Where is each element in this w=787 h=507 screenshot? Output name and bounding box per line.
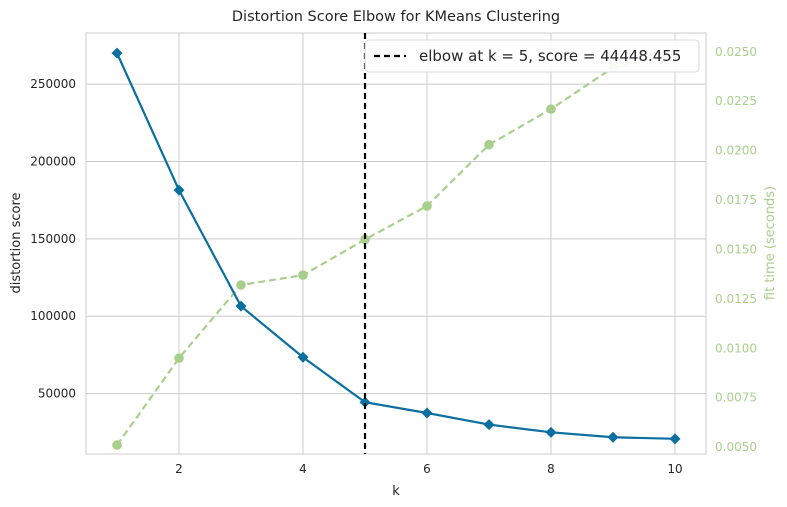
distortion-point — [173, 184, 185, 196]
x-tick-label: 6 — [423, 462, 431, 476]
y2-tick-label: 0.0200 — [715, 144, 757, 158]
legend-box — [364, 39, 700, 73]
distortion-point — [359, 396, 371, 408]
x-axis-label: k — [392, 484, 400, 499]
distortion-point — [669, 433, 681, 445]
fit-time-point — [360, 234, 370, 245]
fit-time-line — [116, 52, 676, 446]
y-tick-label: 50000 — [38, 387, 76, 401]
y2-tick-label: 0.0175 — [715, 193, 757, 207]
plot-frame — [85, 32, 707, 455]
distortion-point — [483, 419, 495, 431]
tick-labels: 2 4 6 8 10 50000 100000 150000 200000 250000 0.005… — [30, 45, 757, 476]
y2-tick-label: 0.0250 — [715, 45, 757, 59]
y2-tick-label: 0.0075 — [715, 391, 757, 405]
distortion-point — [297, 351, 309, 363]
x-tick-label: 10 — [667, 462, 682, 476]
y-axis-label: distortion score — [9, 193, 24, 294]
fit-time-point — [174, 353, 184, 363]
distortion-point — [545, 426, 557, 438]
y-tick-label: 200000 — [30, 154, 76, 168]
fit-time-point — [236, 280, 246, 290]
y-tick-label: 150000 — [30, 232, 76, 246]
y-tick-label: 250000 — [30, 77, 76, 91]
x-tick-label: 4 — [299, 462, 307, 476]
distortion-point — [235, 300, 247, 312]
y2-tick-label: 0.0100 — [715, 341, 757, 355]
x-tick-label: 8 — [547, 462, 555, 476]
legend: elbow at k = 5, score = 44448.455 — [364, 39, 700, 73]
y2-tick-label: 0.0225 — [715, 94, 757, 108]
distortion-line — [115, 52, 676, 440]
chart-title: Distortion Score Elbow for KMeans Cluste… — [232, 9, 560, 25]
y-tick-label: 100000 — [30, 309, 76, 323]
y2-tick-label: 0.0125 — [715, 292, 757, 306]
legend-elbow-label: elbow at k = 5, score = 44448.455 — [419, 47, 681, 65]
distortion-point — [607, 431, 619, 443]
fit-time-point — [112, 440, 122, 450]
fit-time-point — [546, 104, 556, 114]
distortion-point — [421, 407, 433, 419]
y2-tick-label: 0.0050 — [715, 440, 757, 454]
grid — [86, 33, 706, 454]
fit-time-point — [298, 270, 308, 280]
series-layer — [111, 33, 681, 454]
fit-time-point — [422, 201, 432, 211]
distortion-point — [111, 47, 123, 59]
fit-time-point — [484, 139, 494, 150]
x-tick-label: 2 — [175, 462, 183, 476]
y2-axis-label: fit time (seconds) — [763, 186, 778, 300]
y2-tick-label: 0.0150 — [715, 242, 757, 256]
